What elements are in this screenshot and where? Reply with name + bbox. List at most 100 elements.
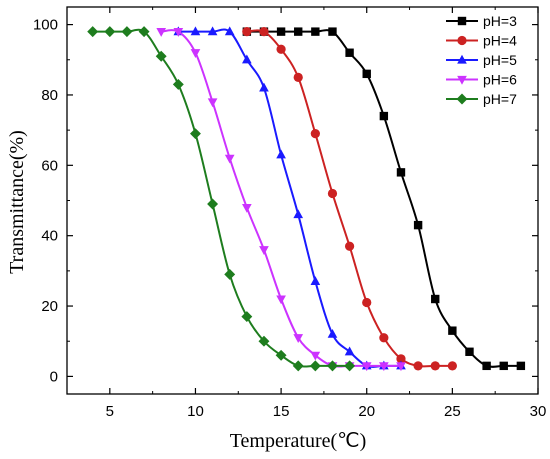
data-point (104, 26, 116, 38)
series-layer (87, 26, 526, 372)
x-tick-label: 20 (358, 403, 375, 420)
data-point (190, 26, 201, 36)
data-point (242, 54, 252, 64)
data-point (258, 335, 270, 347)
data-point (224, 154, 235, 164)
data-point (259, 246, 269, 256)
legend-label: pH=7 (483, 91, 517, 107)
data-point (224, 268, 236, 280)
data-point (87, 26, 99, 38)
data-point (241, 311, 253, 323)
data-point (138, 26, 150, 38)
data-point (293, 72, 303, 82)
series-4 (87, 26, 356, 372)
data-point (294, 27, 303, 36)
data-point (293, 209, 304, 219)
series-3 (156, 28, 406, 372)
data-point (379, 333, 389, 343)
data-point (190, 49, 201, 58)
legend-label: pH=5 (483, 52, 517, 68)
data-point (276, 27, 286, 36)
data-point (362, 69, 371, 79)
legend-marker (457, 75, 467, 85)
legend-label: pH=6 (483, 72, 517, 88)
series-1 (242, 27, 457, 371)
y-tick-label: 60 (41, 157, 58, 174)
x-tick-label: 10 (187, 403, 204, 420)
data-point (310, 351, 321, 361)
data-point (242, 27, 252, 37)
legend-item-1: pH=4 (446, 33, 517, 49)
data-point (310, 129, 320, 139)
data-point (275, 349, 287, 361)
y-tick-label: 80 (41, 87, 58, 104)
data-point (311, 27, 320, 36)
data-point (328, 27, 337, 36)
data-point (224, 26, 235, 36)
data-point (327, 360, 338, 372)
data-point (447, 361, 457, 371)
data-point (189, 128, 201, 140)
data-point (465, 347, 474, 356)
data-point (173, 28, 184, 37)
data-point (276, 44, 286, 54)
data-point (413, 361, 423, 371)
legend-marker (456, 93, 468, 105)
series-0 (242, 27, 526, 371)
y-tick-label: 0 (50, 368, 58, 385)
data-point (156, 28, 167, 37)
data-point (344, 360, 356, 372)
data-point (345, 48, 354, 57)
data-point (430, 361, 440, 371)
data-point (499, 361, 508, 371)
data-point (276, 295, 286, 305)
series-line-1 (246, 29, 453, 368)
data-point (362, 297, 372, 308)
legend-item-3: pH=6 (446, 72, 517, 88)
x-tick-label: 5 (106, 403, 114, 420)
legend-marker (457, 35, 467, 46)
series-line-4 (92, 28, 350, 368)
data-point (327, 188, 338, 199)
legend-label: pH=4 (483, 33, 517, 49)
data-point (121, 26, 133, 38)
data-point (361, 362, 372, 372)
data-point (516, 361, 526, 371)
axes-layer: 5 10 15 20 25 30 0 20 40 60 80 100 (33, 6, 547, 420)
legend-item-4: pH=7 (446, 91, 517, 107)
data-point (431, 294, 440, 304)
data-point (344, 346, 355, 356)
y-tick-label: 40 (41, 228, 58, 245)
data-point (396, 354, 406, 364)
y-axis-title: Transmittance(%) (6, 130, 28, 274)
legend-label: pH=3 (483, 13, 517, 29)
data-point (448, 326, 457, 335)
data-point (207, 26, 218, 36)
x-tick-label: 30 (530, 403, 547, 420)
data-point (207, 198, 219, 210)
data-point (309, 360, 321, 372)
x-axis-title: Temperature(℃) (230, 430, 367, 452)
data-point (379, 362, 389, 372)
y-tick-label: 20 (41, 298, 58, 315)
data-point (344, 241, 355, 251)
plot-frame (66, 6, 539, 395)
data-point (292, 360, 304, 372)
data-point (172, 78, 184, 90)
data-point (327, 328, 338, 338)
data-point (276, 149, 286, 159)
x-tick-label: 15 (273, 403, 290, 420)
data-point (259, 27, 269, 37)
data-point (293, 334, 304, 343)
y-tick-label: 100 (33, 17, 58, 34)
legend: pH=3 pH=4 pH=5 pH=6 pH=7 (446, 13, 517, 107)
data-point (396, 362, 406, 372)
x-tick-label: 25 (444, 403, 461, 420)
legend-marker (457, 16, 467, 26)
data-point (482, 361, 491, 371)
data-point (242, 203, 252, 213)
data-point (413, 220, 423, 230)
data-point (207, 98, 218, 108)
data-point (396, 168, 406, 177)
